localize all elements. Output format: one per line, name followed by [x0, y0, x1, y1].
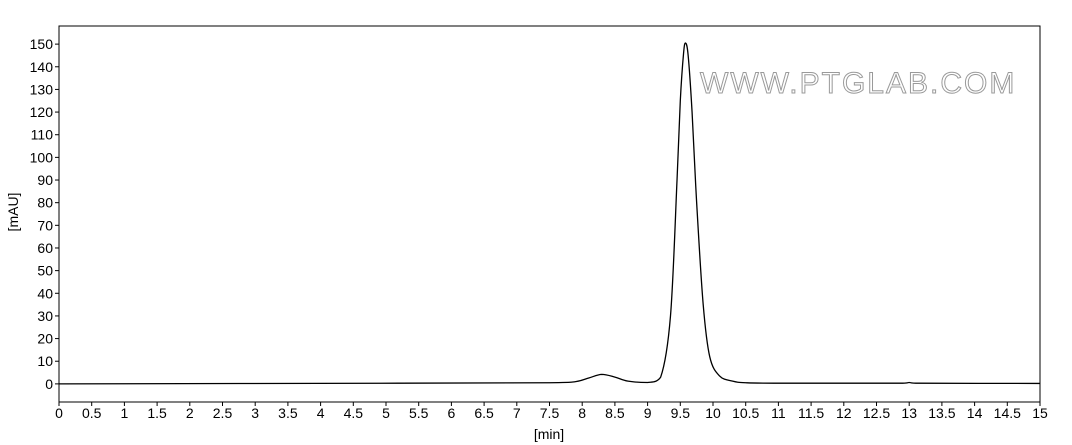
plot-area: [58, 25, 1041, 403]
x-tick-label: 3.5: [278, 405, 298, 421]
x-tick-label: 9.5: [671, 405, 691, 421]
y-tick-label: 90: [37, 172, 53, 188]
x-tick-label: 12: [836, 405, 852, 421]
x-tick-label: 11.5: [798, 405, 824, 421]
y-tick-label: 110: [31, 127, 54, 143]
x-tick-label: 9: [644, 405, 652, 421]
x-tick-label: 13: [901, 405, 917, 421]
x-tick-label: 11: [771, 405, 786, 421]
y-tick-label: 30: [37, 308, 53, 324]
x-tick-label: 14.5: [994, 405, 1021, 421]
y-tick-label: 20: [37, 331, 53, 347]
x-tick-label: 7: [513, 405, 521, 421]
x-tick-label: 2: [186, 405, 194, 421]
x-tick-label: 7.5: [540, 405, 560, 421]
y-tick-label: 70: [37, 217, 53, 233]
y-tick-label: 40: [37, 285, 53, 301]
watermark: WWW.PTGLAB.COM: [700, 67, 1016, 100]
y-tick-label: 120: [30, 104, 54, 120]
y-axis-label: [mAU]: [5, 193, 21, 232]
y-tick-label: 50: [37, 263, 53, 279]
chromatogram-trace: [58, 42, 1041, 385]
x-tick-label: 5.5: [409, 405, 429, 421]
x-tick-label: 1: [121, 405, 129, 421]
x-axis: 0 0.5 1 1.5 2 2.5 3 3.5 4 4.5 5 5.5 6 6.5 7 7.5 8 8.5 9 9.5…: [55, 402, 1048, 421]
x-tick-label: 6.5: [474, 405, 494, 421]
x-tick-label: 8: [578, 405, 586, 421]
y-tick-label: 140: [30, 59, 54, 75]
x-tick-label: 8.5: [605, 405, 625, 421]
x-tick-label: 13.5: [928, 405, 955, 421]
x-tick-label: 5: [382, 405, 390, 421]
x-tick-label: 12.5: [863, 405, 890, 421]
x-tick-label: 10.5: [732, 405, 759, 421]
x-tick-label: 2.5: [213, 405, 233, 421]
x-tick-label: 4: [317, 405, 325, 421]
x-tick-label: 6: [448, 405, 456, 421]
y-tick-label: 10: [37, 353, 53, 369]
y-tick-label: 130: [30, 81, 54, 97]
x-tick-label: 1.5: [147, 405, 167, 421]
x-tick-label: 4.5: [344, 405, 364, 421]
y-tick-label: 100: [30, 149, 54, 165]
y-tick-label: 60: [37, 240, 53, 256]
y-tick-label: 150: [30, 36, 54, 52]
y-tick-label: 80: [37, 195, 53, 211]
y-tick-label: 0: [45, 376, 53, 392]
y-axis: 0 10 20 30 40 50 60 70 80 90 100 110 120 130 140 150: [30, 36, 59, 392]
x-tick-label: 10: [705, 405, 721, 421]
x-tick-label: 3: [251, 405, 259, 421]
x-tick-label: 0.5: [82, 405, 102, 421]
x-tick-label: 0: [55, 405, 63, 421]
x-tick-label: 14: [967, 405, 983, 421]
x-tick-label: 15: [1032, 405, 1048, 421]
x-axis-label: [min]: [534, 426, 564, 442]
